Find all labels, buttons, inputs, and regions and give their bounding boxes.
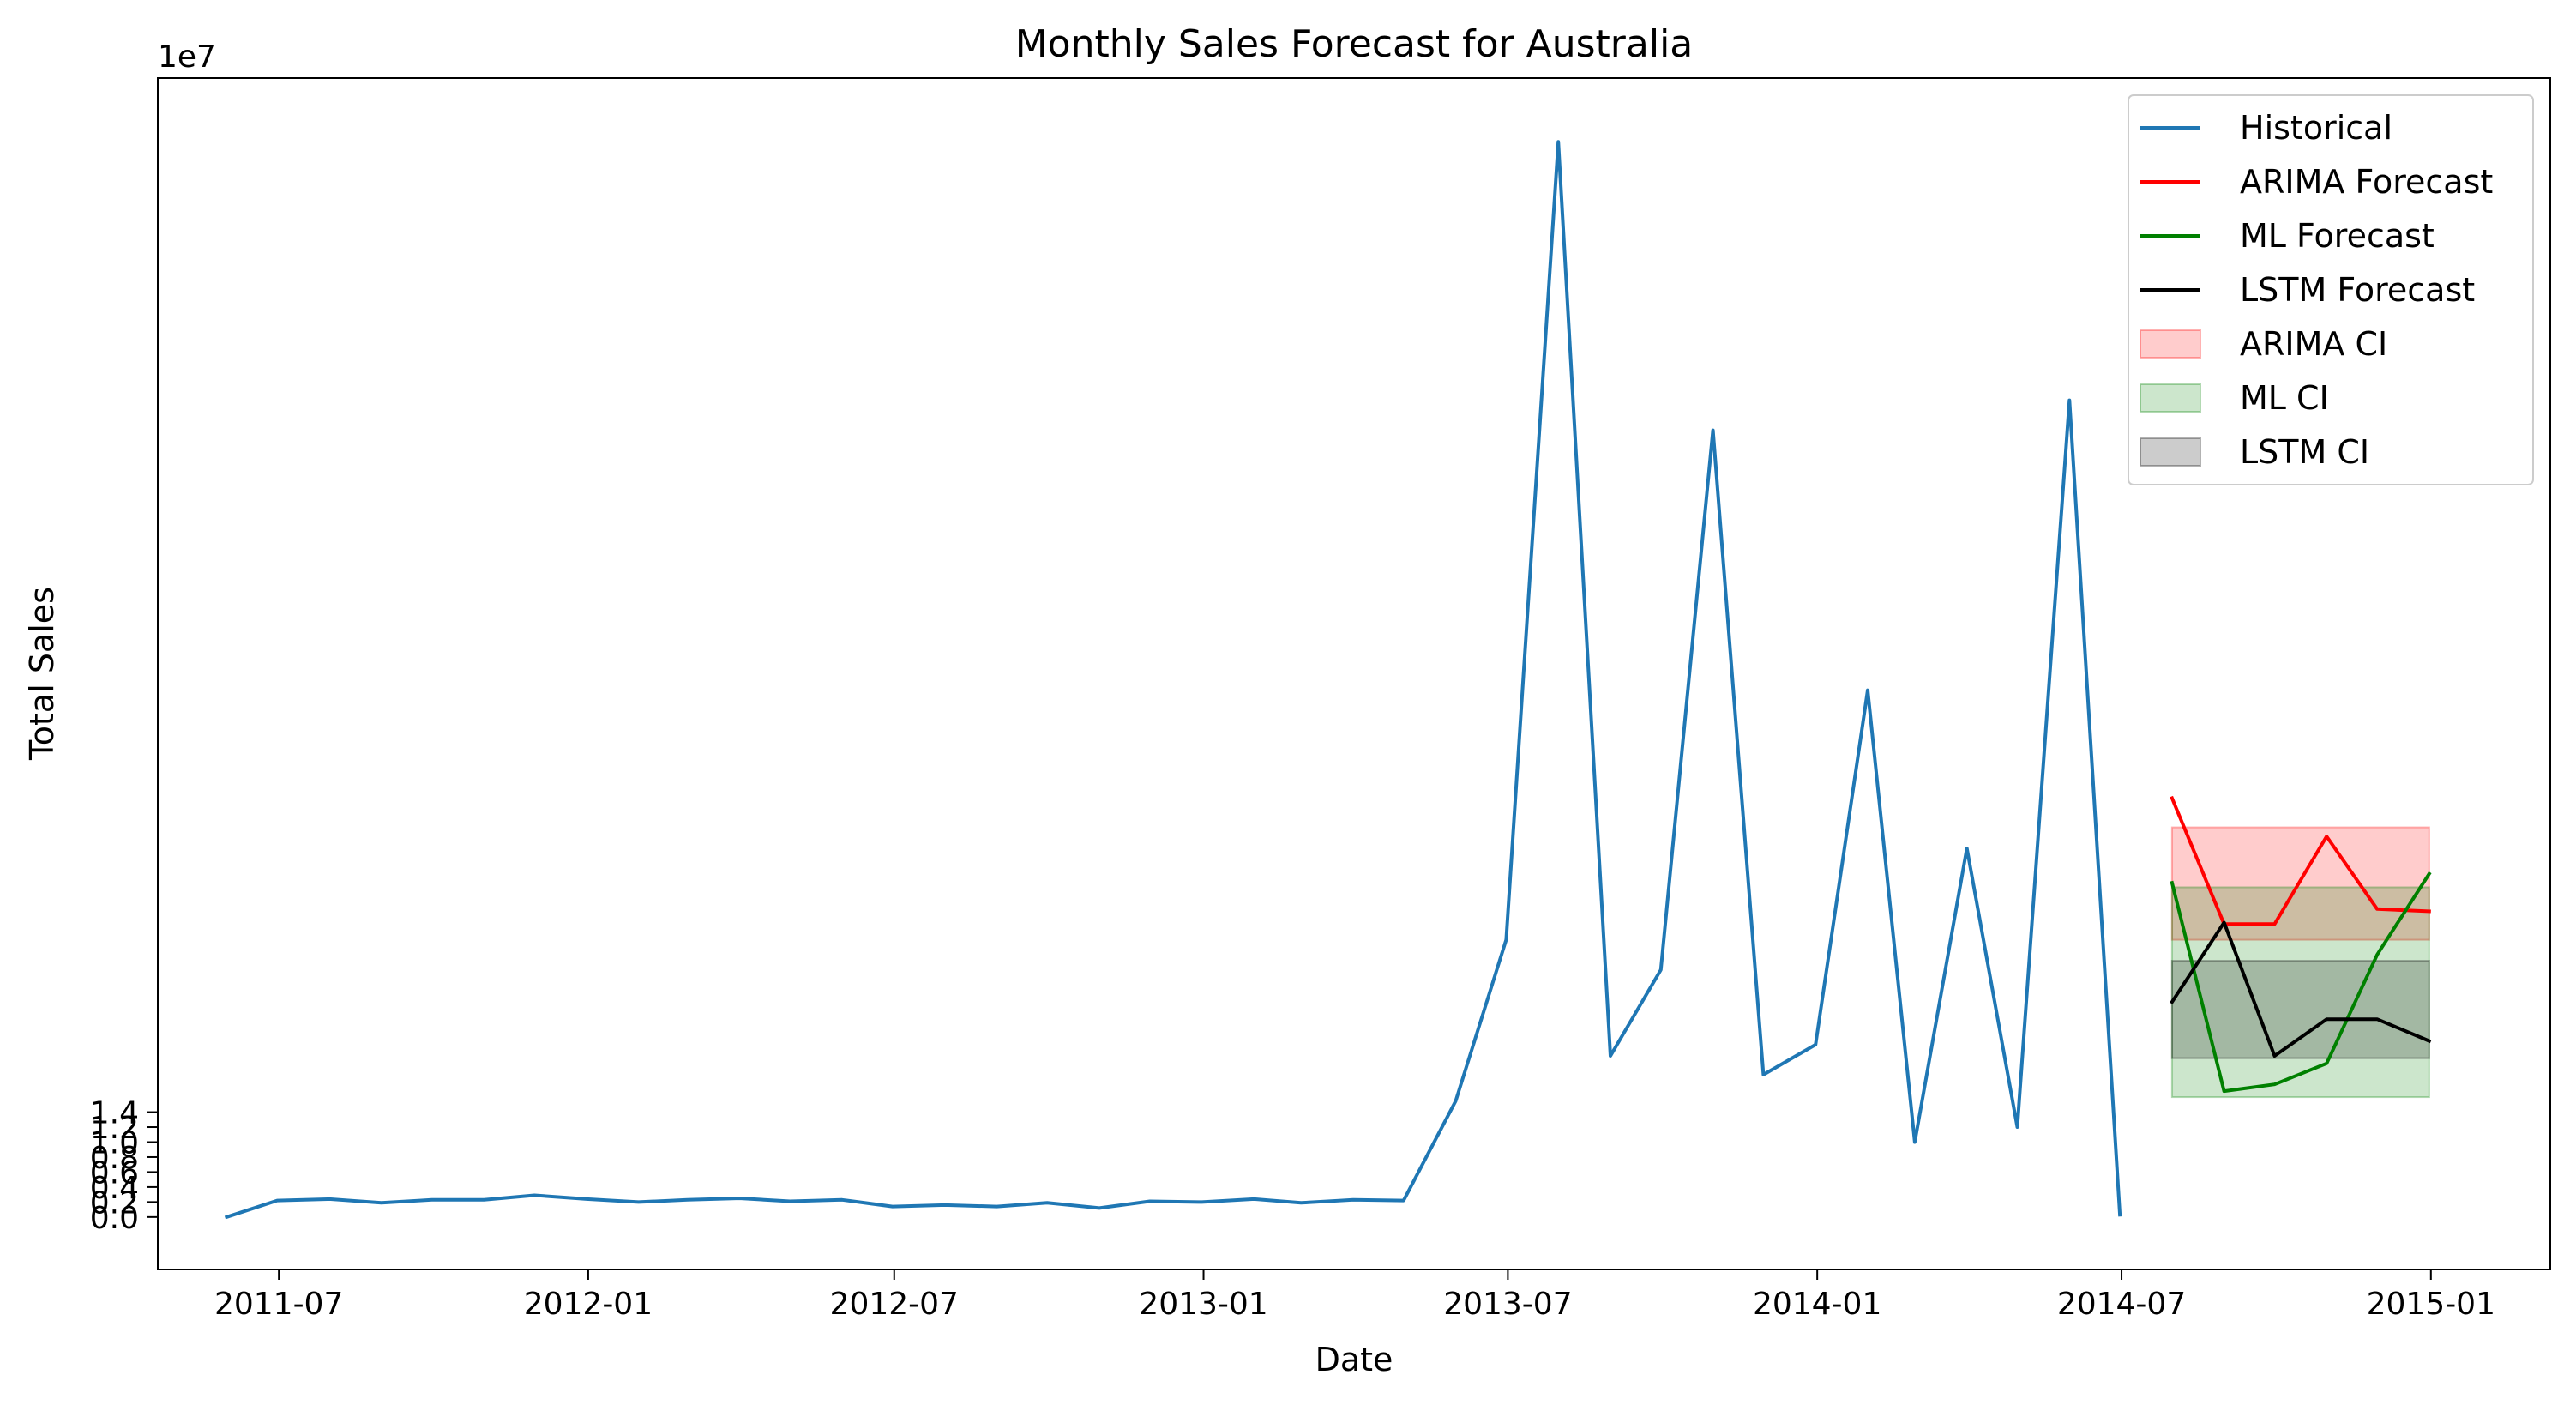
legend-label: LSTM CI xyxy=(2240,433,2369,471)
chart-title: Monthly Sales Forecast for Australia xyxy=(1015,22,1694,66)
plot-frame xyxy=(157,77,2551,1270)
y-tick-label: 0.4 xyxy=(90,1171,139,1206)
historical-line xyxy=(224,140,2122,1220)
legend-box xyxy=(2128,94,2534,485)
x-tick-label: 2014-01 xyxy=(1753,1287,1881,1322)
legend-label: Historical xyxy=(2240,109,2392,147)
lstm-forecast-line xyxy=(2170,920,2432,1058)
y-tick-label: 1.4 xyxy=(90,1096,139,1131)
lstm-ci-legend-swatch xyxy=(2140,437,2201,467)
legend-label: ARIMA CI xyxy=(2240,325,2387,363)
x-tick-label: 2015-01 xyxy=(2367,1287,2495,1322)
ml-forecast-line xyxy=(2170,871,2432,1094)
y-tick-label: 1.0 xyxy=(90,1125,139,1161)
y-axis: 0.00.20.40.60.81.01.21.4 xyxy=(90,1096,158,1236)
plot-area xyxy=(224,140,2432,1220)
legend-label: ML Forecast xyxy=(2240,217,2435,255)
x-tick-label: 2013-01 xyxy=(1139,1287,1267,1322)
arima-forecast-line xyxy=(2170,795,2431,926)
x-tick-label: 2014-07 xyxy=(2057,1287,2186,1322)
legend: Historical ARIMA Forecast ML Forecast LSTM … xyxy=(2128,94,2534,485)
ml-ci-legend-swatch xyxy=(2140,383,2201,413)
x-tick-label: 2011-07 xyxy=(214,1287,343,1322)
y-offset-label: 1e7 xyxy=(158,39,216,75)
y-axis-label: Total Sales xyxy=(23,587,61,761)
lstm-ci-band xyxy=(2170,960,2430,1059)
legend-label: LSTM Forecast xyxy=(2240,271,2475,309)
x-tick-label: 2013-07 xyxy=(1443,1287,1572,1322)
y-tick-label: 0.0 xyxy=(90,1201,139,1236)
y-tick-label: 1.2 xyxy=(90,1111,139,1146)
y-tick-label: 0.8 xyxy=(90,1141,139,1176)
y-tick-label: 0.2 xyxy=(90,1185,139,1221)
x-tick-label: 2012-07 xyxy=(830,1287,959,1322)
arima-ci-legend-swatch xyxy=(2140,329,2201,359)
legend-label: ML CI xyxy=(2240,379,2329,417)
x-tick-label: 2012-01 xyxy=(524,1287,653,1322)
ml-ci-band xyxy=(2170,886,2430,1099)
x-axis: 2011-07 2012-01 2012-07 2013-01 2013-07 2014-… xyxy=(214,1269,2495,1322)
legend-label: ARIMA Forecast xyxy=(2240,163,2493,201)
y-tick-label: 0.6 xyxy=(90,1155,139,1191)
x-axis-label: Date xyxy=(1315,1341,1393,1378)
